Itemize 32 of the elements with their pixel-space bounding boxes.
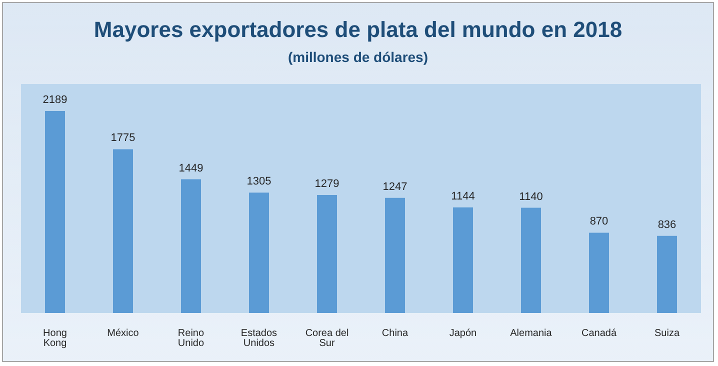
x-tick-label: Reino Unido [178,328,204,350]
bar [657,236,677,313]
x-tick-label: Hong Kong [43,328,67,350]
data-label: 1144 [451,190,475,202]
chart-title: Mayores exportadores de plata del mundo en 2018 [92,17,624,43]
bar [317,194,337,313]
x-tick-label: Suiza [654,328,680,340]
data-label: 1247 [382,180,408,193]
x-tick-label: Canadá [581,328,617,340]
bar [521,208,541,313]
data-label: 1279 [314,178,340,190]
bar [181,179,201,313]
bar [385,198,405,313]
x-tick-label: China [382,328,408,340]
x-tick-label: Alemania [510,328,552,340]
chart-subtitle: (millones de dólares) [286,49,430,65]
bar [113,149,133,313]
data-label: 2189 [42,94,68,106]
x-tick-label: Japón [449,328,477,340]
data-label: 1449 [178,162,204,174]
x-tick-label: Corea del Sur [305,328,349,350]
bar [45,111,65,313]
data-label: 1775 [110,132,136,144]
data-label: 870 [590,216,608,228]
bar [589,232,609,313]
data-label: 836 [658,218,676,231]
x-tick-label: Estados Unidos [240,328,278,350]
bar [453,207,473,313]
bar [249,192,269,313]
data-label: 1305 [246,176,272,188]
x-tick-label: México [107,328,140,340]
data-label: 1140 [519,190,543,203]
